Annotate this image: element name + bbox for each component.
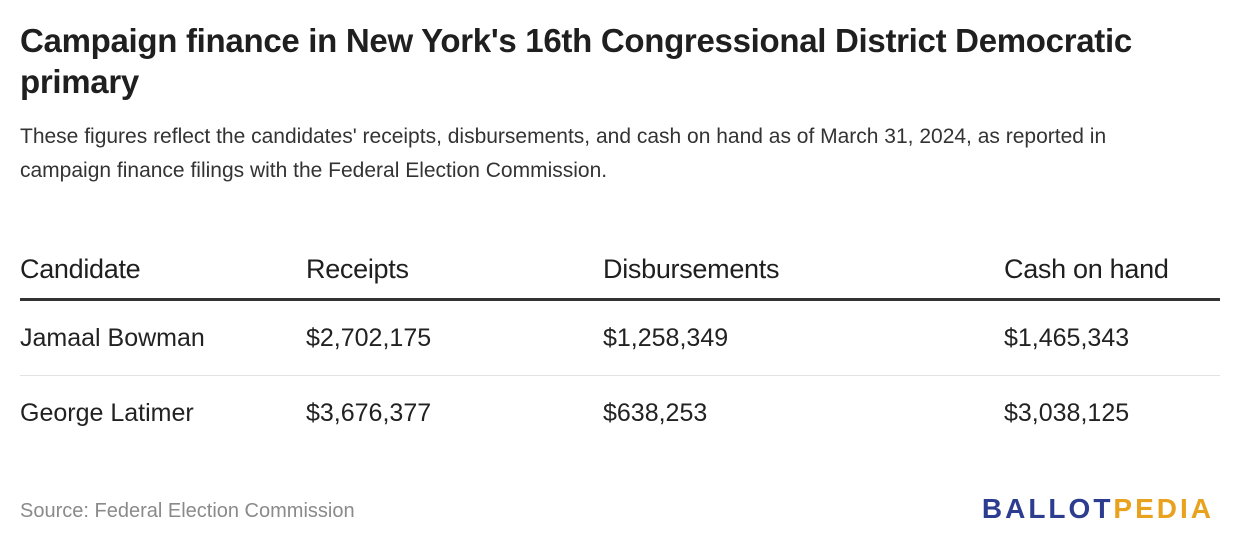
footer: Source: Federal Election Commission BALL… [20,493,1220,526]
chart-container: Campaign finance in New York's 16th Cong… [20,20,1220,427]
page-subtitle: These figures reflect the candidates' re… [20,125,1107,182]
table-row: George Latimer $3,676,377 $638,253 $3,03… [20,376,1220,451]
candidate-name-cell: George Latimer [20,398,194,427]
column-header-receipts: Receipts [306,240,603,301]
candidate-name-cell: Jamaal Bowman [20,299,306,376]
cash-on-hand-cell: $3,038,125 [1004,398,1130,427]
receipts-cell: $3,676,377 [306,398,432,427]
campaign-finance-table: Candidate Receipts Disbursements Cash on… [20,240,1220,450]
source-note: Source: Federal Election Commission [20,500,355,522]
logo-text-ballot: BALLOT [981,493,1114,524]
table-row: Jamaal Bowman $2,702,175 $1,258,349 $1,4… [20,299,1220,376]
table-header-row: Candidate Receipts Disbursements Cash on… [20,240,1220,301]
column-header-candidate: Candidate [20,240,306,301]
disbursements-cell: $1,258,349 [603,299,1004,376]
cash-on-hand-cell: $1,465,343 [1004,299,1220,376]
logo-text-pedia: PEDIA [1113,493,1214,524]
receipts-cell: $2,702,175 [306,299,603,376]
ballotpedia-logo: BALLOTPEDIA [982,492,1214,526]
column-header-cash-on-hand: Cash on hand [1004,240,1220,301]
column-header-disbursements: Disbursements [603,240,1004,301]
page-title: Campaign finance in New York's 16th Cong… [20,22,1132,100]
disbursements-cell: $638,253 [603,398,708,427]
